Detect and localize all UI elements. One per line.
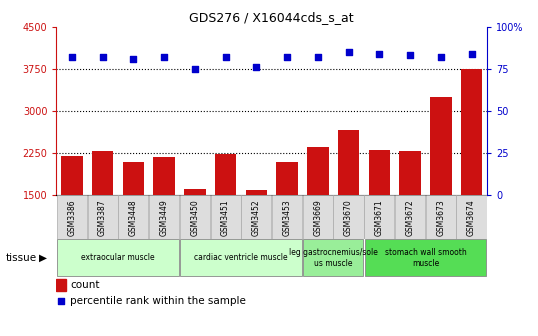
Text: GSM3450: GSM3450 [190,199,200,236]
Text: GSM3448: GSM3448 [129,199,138,236]
FancyBboxPatch shape [180,195,210,239]
Point [160,54,168,60]
Text: percentile rank within the sample: percentile rank within the sample [70,296,246,306]
Bar [399,151,421,279]
Point [98,54,107,60]
FancyBboxPatch shape [241,195,271,239]
Point [467,51,476,56]
FancyBboxPatch shape [426,195,456,239]
Point [283,54,292,60]
FancyBboxPatch shape [334,195,364,239]
Point [129,56,138,61]
FancyBboxPatch shape [180,239,302,277]
Text: ▶: ▶ [39,253,47,263]
Bar [61,156,83,279]
Bar [153,157,175,279]
Title: GDS276 / X16044cds_s_at: GDS276 / X16044cds_s_at [189,11,354,24]
Text: extraocular muscle: extraocular muscle [81,253,155,262]
Text: leg gastrocnemius/sole
us muscle: leg gastrocnemius/sole us muscle [289,248,378,267]
Text: GSM3669: GSM3669 [313,199,322,236]
Bar [461,69,482,279]
Text: GSM3386: GSM3386 [67,199,76,236]
Point [221,54,230,60]
Text: GSM3670: GSM3670 [344,199,353,236]
Bar [215,154,236,279]
Bar [123,162,144,279]
Text: stomach wall smooth
muscle: stomach wall smooth muscle [385,248,466,267]
Bar [184,189,206,279]
Bar [307,147,329,279]
FancyBboxPatch shape [88,195,118,239]
Bar [56,279,66,291]
Text: GSM3673: GSM3673 [436,199,445,236]
Text: tissue: tissue [5,253,37,263]
Text: GSM3453: GSM3453 [282,199,292,236]
Text: GSM3387: GSM3387 [98,199,107,236]
Bar [245,191,267,279]
FancyBboxPatch shape [210,195,240,239]
Bar [277,162,298,279]
Text: GSM3672: GSM3672 [406,199,415,236]
Bar [369,150,390,279]
Point [56,299,65,304]
FancyBboxPatch shape [456,195,486,239]
Point [68,54,76,60]
Text: GSM3452: GSM3452 [252,199,261,236]
FancyBboxPatch shape [149,195,179,239]
Point [252,65,260,70]
FancyBboxPatch shape [395,195,425,239]
FancyBboxPatch shape [365,239,486,277]
Point [406,53,414,58]
FancyBboxPatch shape [364,195,394,239]
Point [190,66,199,72]
Text: GSM3671: GSM3671 [375,199,384,236]
Text: cardiac ventricle muscle: cardiac ventricle muscle [194,253,288,262]
FancyBboxPatch shape [303,239,363,277]
Bar [92,152,114,279]
Point [314,54,322,60]
Text: GSM3451: GSM3451 [221,199,230,236]
Text: GSM3674: GSM3674 [467,199,476,236]
Bar [430,97,451,279]
FancyBboxPatch shape [272,195,302,239]
FancyBboxPatch shape [57,239,179,277]
Bar [338,130,359,279]
Point [375,51,384,56]
Text: GSM3449: GSM3449 [160,199,168,236]
Point [436,54,445,60]
FancyBboxPatch shape [118,195,148,239]
FancyBboxPatch shape [303,195,333,239]
FancyBboxPatch shape [57,195,87,239]
Text: count: count [70,280,100,290]
Point [344,49,353,55]
